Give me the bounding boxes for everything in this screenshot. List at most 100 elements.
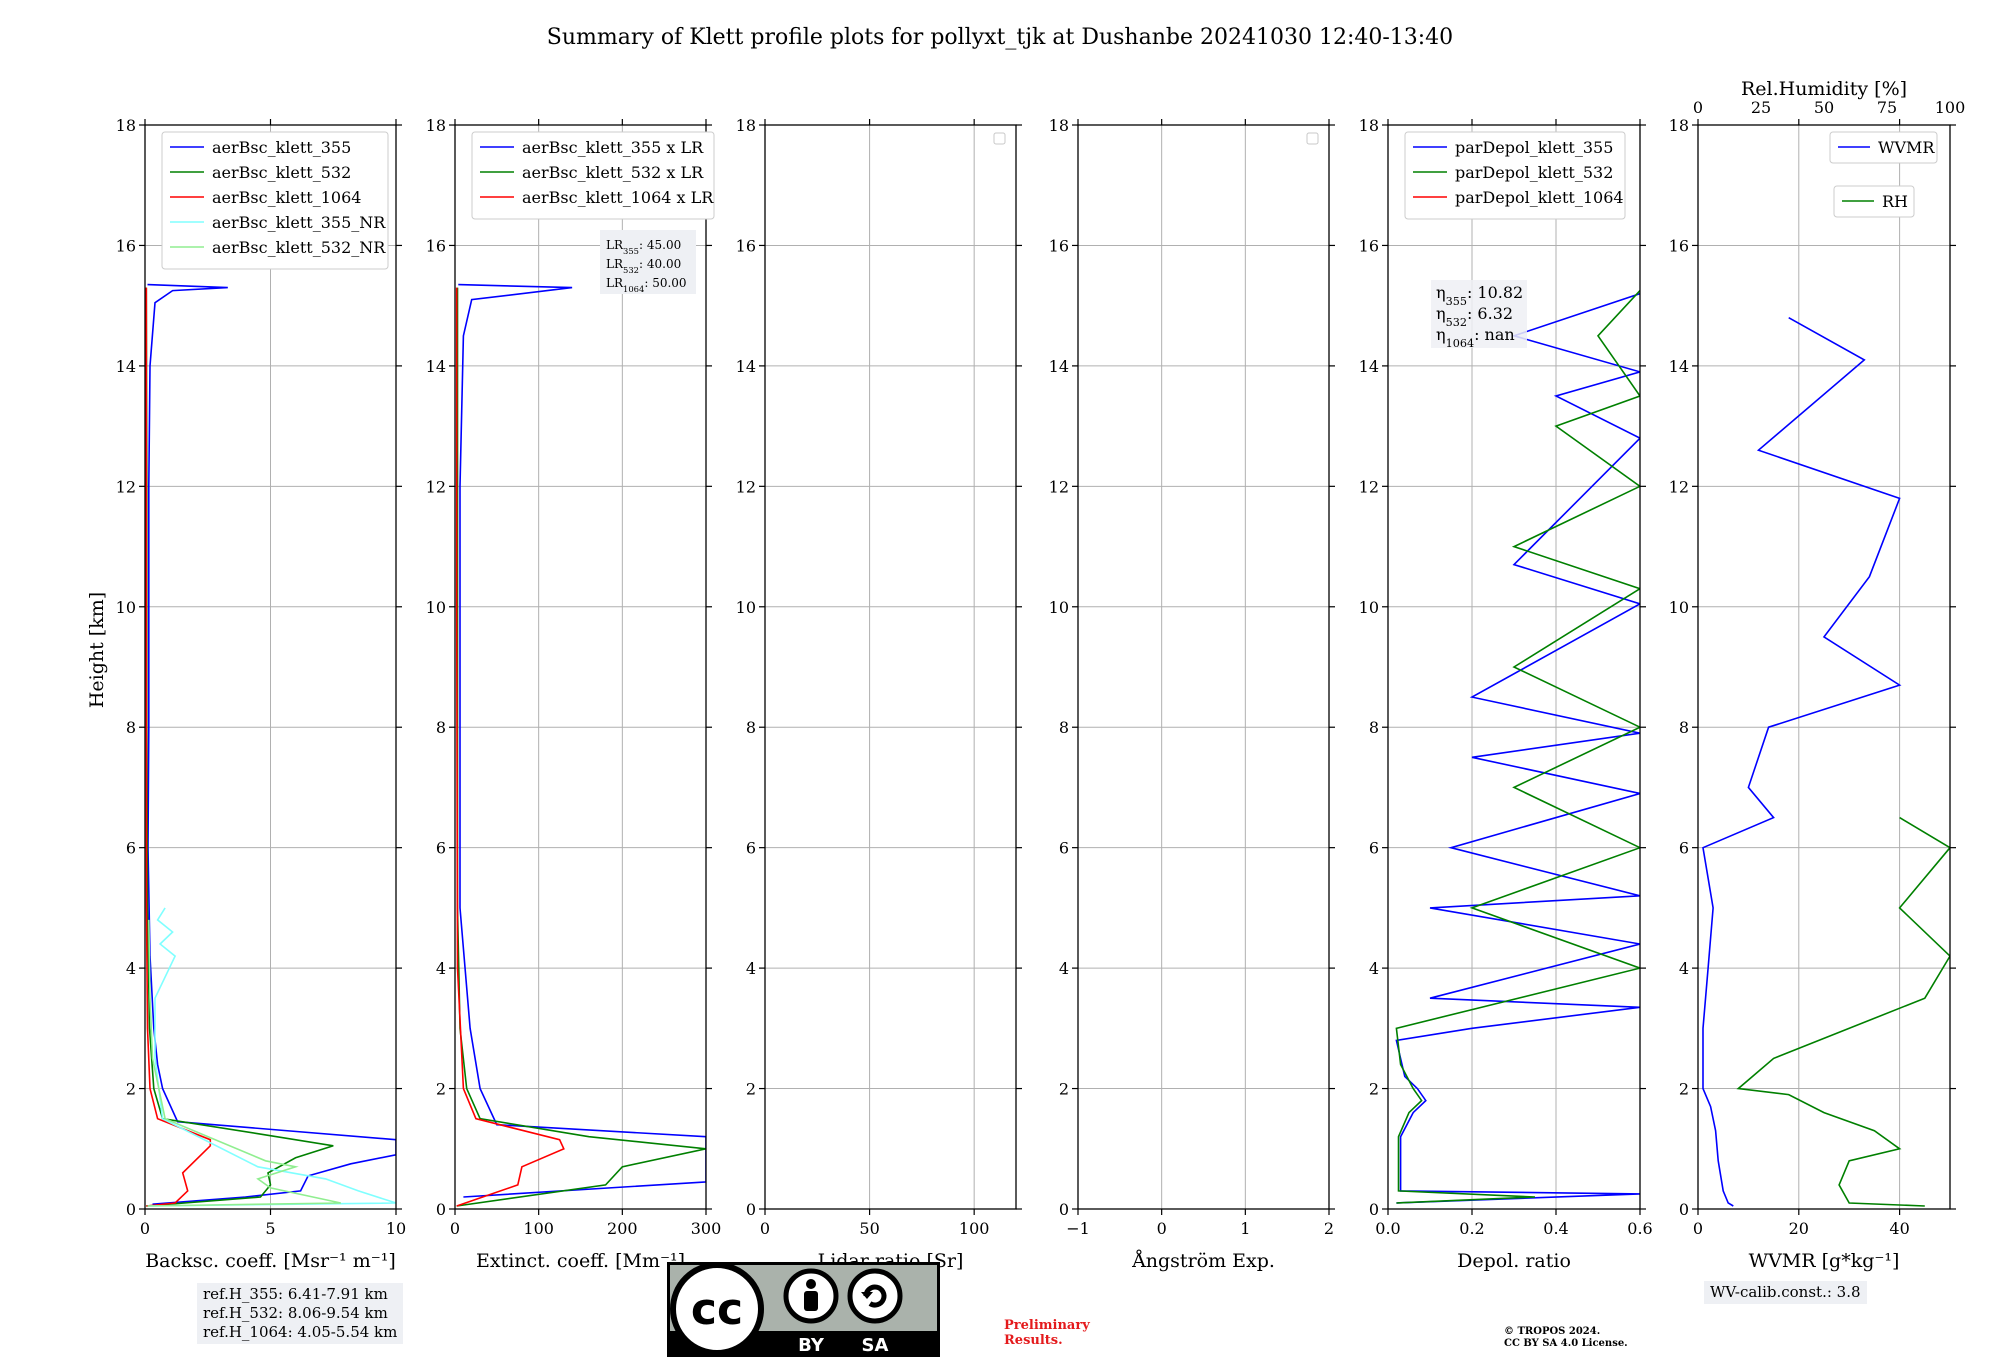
preliminary-results-note: Preliminary Results. [1004,1318,1090,1348]
y-tick-label: 0 [1369,1200,1379,1219]
legend: aerBsc_klett_355 x LR aerBsc_klett_532 x … [471,131,715,220]
y-tick-label: 12 [1669,477,1689,496]
legend-entry: WVMR [1878,138,1935,157]
legend-rh: RH [1833,185,1915,218]
y-tick-label: 14 [1669,357,1689,376]
annotation-line: LR355: 45.00 [606,238,681,256]
x-tick-label: 0 [140,1219,150,1238]
x-tick-label: 100 [523,1219,554,1238]
sa-label: SA [862,1335,889,1356]
annotation-box [1431,280,1527,348]
y-tick-label: 18 [1049,116,1069,135]
y-tick-label: 4 [1369,959,1379,978]
x-axis-label: WVMR [g*kg⁻¹] [1749,1250,1900,1272]
y-tick-label: 0 [1679,1200,1689,1219]
legend-entry: RH [1882,192,1908,211]
y-tick-label: 10 [1669,598,1689,617]
x-tick-label: 0 [450,1219,460,1238]
empty-legend-box [993,132,1006,145]
y-tick-label: 0 [1059,1200,1069,1219]
x-tick-label: 40 [1889,1219,1909,1238]
wv-calib-box: WV-calib.const.: 3.8 [1704,1281,1867,1304]
y-tick-label: 4 [1059,959,1069,978]
legend: parDepol_klett_355 parDepol_klett_532 parD… [1404,131,1626,220]
legend-entry: aerBsc_klett_355 x LR [522,138,704,157]
y-tick-label: 14 [116,357,136,376]
series-line-aerbsc-klett-532-nr [147,919,341,1207]
series-line-aerbsc-klett-355 [147,283,396,1205]
y-tick-label: 16 [426,236,446,255]
y-tick-label: 6 [1679,839,1689,858]
x-tick-label: 2 [1324,1219,1334,1238]
y-tick-label: 0 [746,1200,756,1219]
legend-frame [1829,131,1938,164]
copyright-note: © TROPOS 2024. CC BY SA 4.0 License. [1504,1326,1628,1350]
x2-axis-label: Rel.Humidity [%] [1741,78,1907,100]
y-tick-label: 10 [1049,598,1069,617]
plot-frame [1697,124,1951,1210]
x-tick-label: 20 [1789,1219,1809,1238]
legend-entry: aerBsc_klett_355 [212,138,351,157]
y-tick-label: 4 [1679,959,1689,978]
y-tick-label: 10 [736,598,756,617]
y-tick-label: 2 [1679,1080,1689,1099]
y-tick-label: 10 [116,598,136,617]
legend-entry: parDepol_klett_355 [1455,138,1613,157]
y-tick-label: 18 [116,116,136,135]
x-tick-label: 200 [607,1219,638,1238]
y-tick-label: 8 [1679,718,1689,737]
legend: aerBsc_klett_355 aerBsc_klett_532 aerBsc_k… [161,131,389,270]
cc-logo-text: cc [691,1284,743,1335]
x-tick-label: 0.6 [1627,1219,1652,1238]
y-tick-label: 14 [426,357,446,376]
x2-tick-label: 0 [1693,98,1703,117]
y-tick-label: 12 [736,477,756,496]
y-tick-label: 6 [1059,839,1069,858]
y-tick-label: 8 [126,718,136,737]
y-tick-label: 0 [126,1200,136,1219]
y-tick-label: 12 [1359,477,1379,496]
series-line-pardepol-klett-355 [1395,292,1640,1204]
plot-frame [1387,124,1641,1210]
legend-entry: parDepol_klett_1064 [1455,188,1624,207]
y-tick-label: 18 [736,116,756,135]
legend-entry: aerBsc_klett_1064 x LR [522,188,714,207]
x2-tick-label: 75 [1877,98,1897,117]
legend-frame [1404,131,1626,220]
legend-frame [471,131,715,220]
x-tick-label: 0 [1693,1219,1703,1238]
y-tick-label: 10 [1359,598,1379,617]
y-tick-label: 16 [1049,236,1069,255]
x-tick-label: −1 [1066,1219,1090,1238]
legend-entry: aerBsc_klett_355_NR [212,213,386,232]
x-tick-label: 100 [959,1219,990,1238]
annotation-line: η355: 10.82 [1436,283,1523,308]
plot-frame [764,124,1017,1210]
annotation-line: η1064: nan [1436,325,1515,350]
x2-tick-label: 100 [1935,98,1966,117]
y-tick-label: 4 [746,959,756,978]
x-tick-label: 5 [265,1219,275,1238]
x2-tick-label: 50 [1814,98,1834,117]
y-tick-label: 8 [1369,718,1379,737]
y-tick-label: 16 [116,236,136,255]
legend-frame [161,131,389,270]
y-tick-label: 16 [736,236,756,255]
copyright-line-2: CC BY SA 4.0 License. [1504,1338,1628,1349]
share-alike-icon [847,1268,903,1324]
legend-entry: aerBsc_klett_532 x LR [522,163,704,182]
y-tick-label: 14 [1359,357,1379,376]
ref-heights-box: ref.H_355: 6.41-7.91 km ref.H_532: 8.06-… [197,1283,404,1344]
preliminary-line-1: Preliminary [1004,1318,1090,1333]
series-line-pardepol-klett-532 [1395,290,1640,1204]
cc-by-sa-license-badge: cc BY SA [667,1262,940,1357]
empty-legend-box [1306,132,1319,145]
y-tick-label: 4 [436,959,446,978]
legend-entry: aerBsc_klett_532 [212,163,351,182]
legend-entry: parDepol_klett_532 [1455,163,1613,182]
